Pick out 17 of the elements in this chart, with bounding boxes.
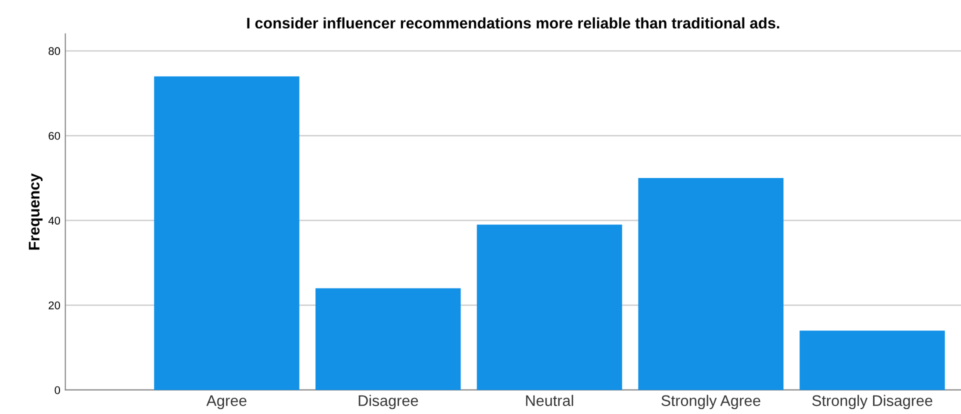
bar <box>315 288 461 390</box>
x-tick-label: Agree <box>206 395 246 410</box>
chart-title: I consider influencer recommendations more reliable than traditional ads. <box>247 17 780 29</box>
x-tick-label: Strongly Agree <box>661 394 760 410</box>
bar <box>154 76 300 390</box>
y-tick-label: 0 <box>54 386 60 394</box>
y-tick-label: 80 <box>48 47 60 56</box>
y-tick-label: 40 <box>48 216 60 225</box>
bar <box>476 224 622 390</box>
x-tick-label: Strongly Disagree <box>812 394 932 410</box>
y-tick-label: 60 <box>48 132 60 140</box>
y-axis-title: Frequency <box>28 173 43 250</box>
y-tick-label: 20 <box>48 301 60 310</box>
bar <box>800 330 945 390</box>
bar <box>638 178 784 390</box>
x-tick-label: Neutral <box>526 394 574 406</box>
x-tick-label: Disagree <box>358 394 418 410</box>
